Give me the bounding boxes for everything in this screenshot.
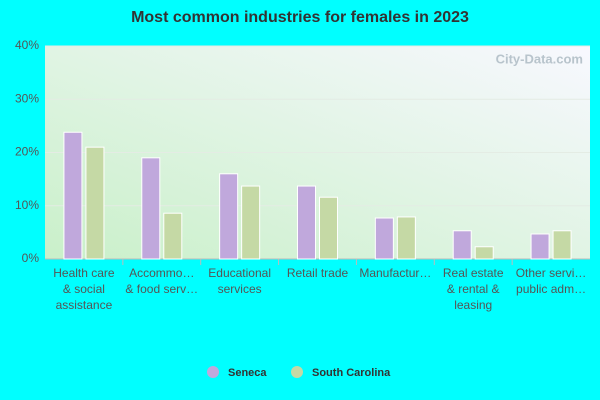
legend-swatch	[207, 366, 219, 378]
bar	[474, 246, 494, 260]
x-tick-label: & food serv…	[125, 282, 198, 296]
bar	[297, 185, 316, 260]
legend-label: Seneca	[228, 367, 267, 379]
x-tick-label: & social	[63, 282, 105, 296]
bar	[374, 217, 394, 260]
bar	[141, 157, 161, 260]
legend-swatch	[291, 366, 303, 378]
x-tick-label: & rental &	[447, 282, 500, 296]
bar	[452, 230, 472, 260]
bar	[85, 146, 105, 260]
legend-label: South Carolina	[312, 367, 391, 379]
y-tick-label: 10%	[15, 198, 39, 212]
y-tick-label: 20%	[15, 145, 39, 159]
y-tick-label: 40%	[15, 38, 39, 52]
x-tick-label: Accommo…	[129, 266, 194, 280]
bar	[530, 233, 550, 260]
bar	[241, 185, 261, 260]
x-tick-label: Manufactur…	[359, 266, 431, 280]
bar	[319, 196, 338, 260]
x-tick-label: Real estate	[443, 266, 504, 280]
x-tick-label: Retail trade	[287, 266, 349, 280]
x-tick-label: assistance	[56, 298, 113, 312]
x-tick-label: services	[218, 282, 262, 296]
y-tick-label: 30%	[15, 91, 39, 105]
bar	[552, 230, 572, 260]
x-tick-label: Health care	[53, 266, 115, 280]
bar	[396, 216, 416, 260]
chart-title: Most common industries for females in 20…	[131, 9, 469, 26]
x-tick-label: public adm…	[516, 282, 586, 296]
y-tick-label: 0%	[22, 251, 40, 265]
x-tick-label: Other servi…	[516, 266, 587, 280]
bar	[163, 212, 183, 260]
x-tick-label: leasing	[454, 298, 492, 312]
bar	[219, 173, 239, 260]
watermark: City-Data.com	[496, 51, 583, 66]
bar	[63, 131, 83, 260]
x-tick-label: Educational	[208, 266, 271, 280]
